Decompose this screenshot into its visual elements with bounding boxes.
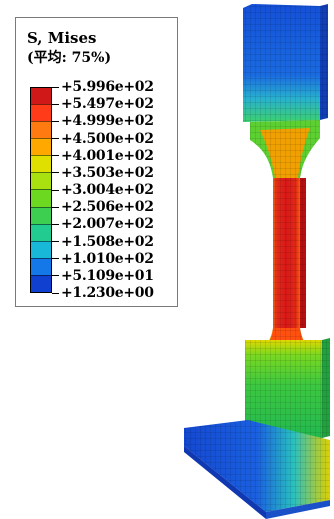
tick-label: +3.503e+02 xyxy=(61,164,154,181)
legend-tick: +3.004e+02 xyxy=(52,182,172,198)
legend-subtitle: (平均: 75%) xyxy=(27,50,112,66)
lower-grip xyxy=(245,338,330,440)
legend-tick: +3.503e+02 xyxy=(52,165,172,181)
tick-mark xyxy=(52,223,59,225)
legend-tick: +5.497e+02 xyxy=(52,96,172,112)
legend-ticks: +5.996e+02 +5.497e+02 +4.999e+02 +4.500e+02… xyxy=(52,79,172,301)
tick-mark xyxy=(52,206,59,208)
legend-tick: +1.230e+00 xyxy=(52,285,172,301)
tick-mark xyxy=(52,103,59,105)
legend-tick: +1.508e+02 xyxy=(52,234,172,250)
tick-label: +1.010e+02 xyxy=(61,250,154,267)
tick-mark xyxy=(52,275,59,277)
legend-swatch xyxy=(31,189,51,207)
tensile-specimen-model xyxy=(184,4,330,519)
legend-swatch xyxy=(31,88,51,105)
gauge-section xyxy=(273,178,306,328)
legend-swatch xyxy=(31,138,51,156)
legend-swatch xyxy=(31,240,51,258)
upper-grip xyxy=(243,4,328,122)
legend-swatch xyxy=(31,155,51,173)
legend-tick: +4.001e+02 xyxy=(52,148,172,164)
tick-mark xyxy=(52,292,59,294)
tick-mark xyxy=(52,86,59,88)
tick-label: +1.508e+02 xyxy=(61,233,154,250)
legend-tick: +1.010e+02 xyxy=(52,251,172,267)
legend-title: S, Mises xyxy=(27,29,97,47)
tick-label: +3.004e+02 xyxy=(61,182,154,198)
legend-swatch xyxy=(31,257,51,275)
tick-mark xyxy=(52,258,59,260)
tick-mark xyxy=(52,241,59,242)
base-plate xyxy=(184,420,330,519)
legend-swatch xyxy=(31,172,51,190)
tick-mark xyxy=(52,189,59,191)
tick-label: +5.996e+02 xyxy=(61,79,154,95)
tick-mark xyxy=(52,172,59,174)
tick-label: +2.506e+02 xyxy=(61,199,154,216)
legend-colorbar xyxy=(30,87,52,293)
legend-tick: +2.007e+02 xyxy=(52,216,172,232)
legend-swatch xyxy=(31,206,51,224)
tick-label: +2.007e+02 xyxy=(61,216,154,233)
tick-label: +1.230e+00 xyxy=(61,285,154,301)
legend-tick: +5.996e+02 xyxy=(52,79,172,95)
legend-tick: +2.506e+02 xyxy=(52,199,172,215)
tick-label: +4.001e+02 xyxy=(61,147,154,164)
tick-label: +4.999e+02 xyxy=(61,113,154,130)
legend-tick: +4.500e+02 xyxy=(52,131,172,147)
tick-mark xyxy=(52,138,59,139)
legend-swatch xyxy=(31,104,51,122)
tick-label: +4.500e+02 xyxy=(61,130,154,147)
legend-swatch xyxy=(31,223,51,241)
upper-transition xyxy=(250,120,320,178)
legend-tick: +4.999e+02 xyxy=(52,113,172,129)
tick-label: +5.497e+02 xyxy=(61,96,154,113)
tick-label: +5.109e+01 xyxy=(61,267,154,284)
tick-mark xyxy=(52,120,59,122)
tick-mark xyxy=(52,155,59,157)
legend-swatch xyxy=(31,274,51,292)
legend-tick: +5.109e+01 xyxy=(52,268,172,284)
contour-legend: S, Mises (平均: 75%) +5.996e+02 +5.497e+02 +… xyxy=(15,17,178,307)
legend-swatch xyxy=(31,121,51,139)
